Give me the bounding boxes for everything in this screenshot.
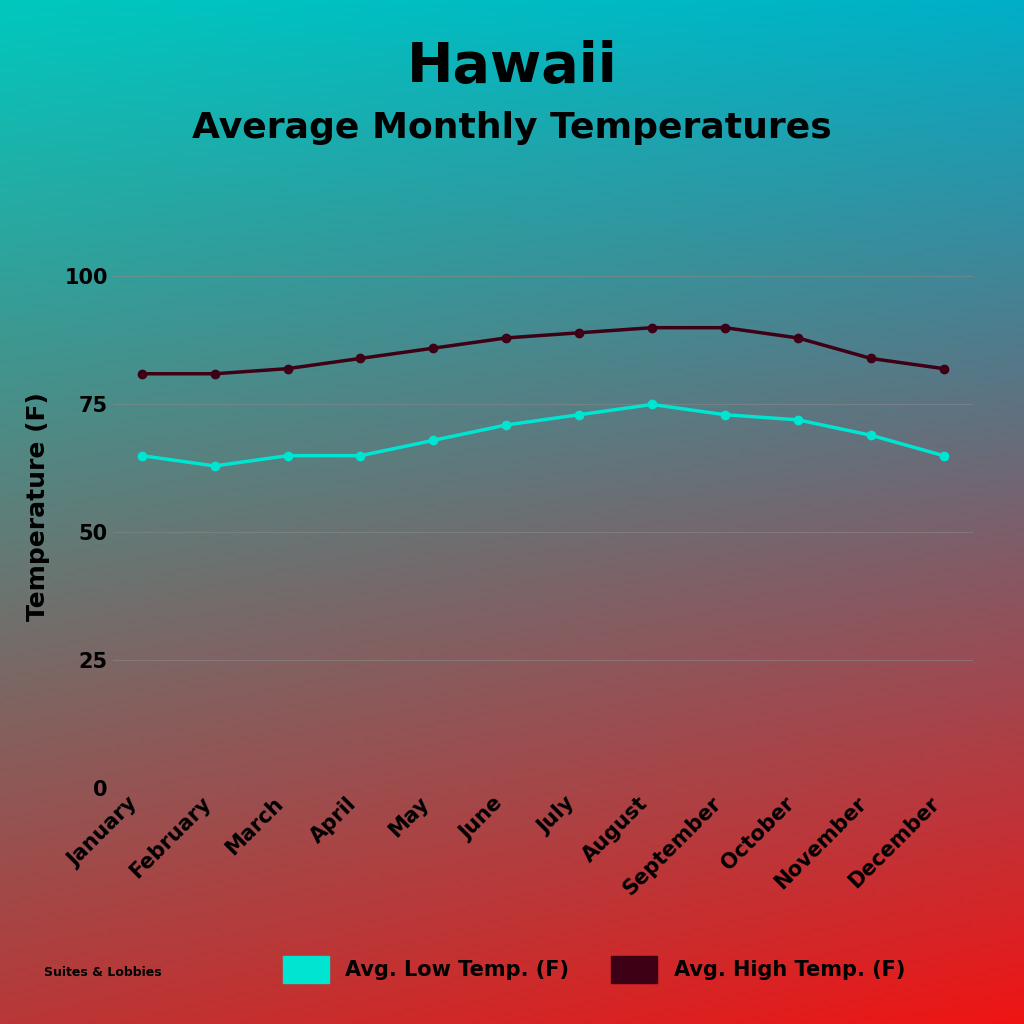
Legend: Avg. Low Temp. (F), Avg. High Temp. (F): Avg. Low Temp. (F), Avg. High Temp. (F) [283, 956, 905, 983]
Y-axis label: Temperature (F): Temperature (F) [27, 392, 50, 622]
Text: Hawaii: Hawaii [407, 40, 617, 93]
Text: Suites & Lobbies: Suites & Lobbies [44, 967, 161, 979]
Text: Average Monthly Temperatures: Average Monthly Temperatures [193, 111, 831, 145]
